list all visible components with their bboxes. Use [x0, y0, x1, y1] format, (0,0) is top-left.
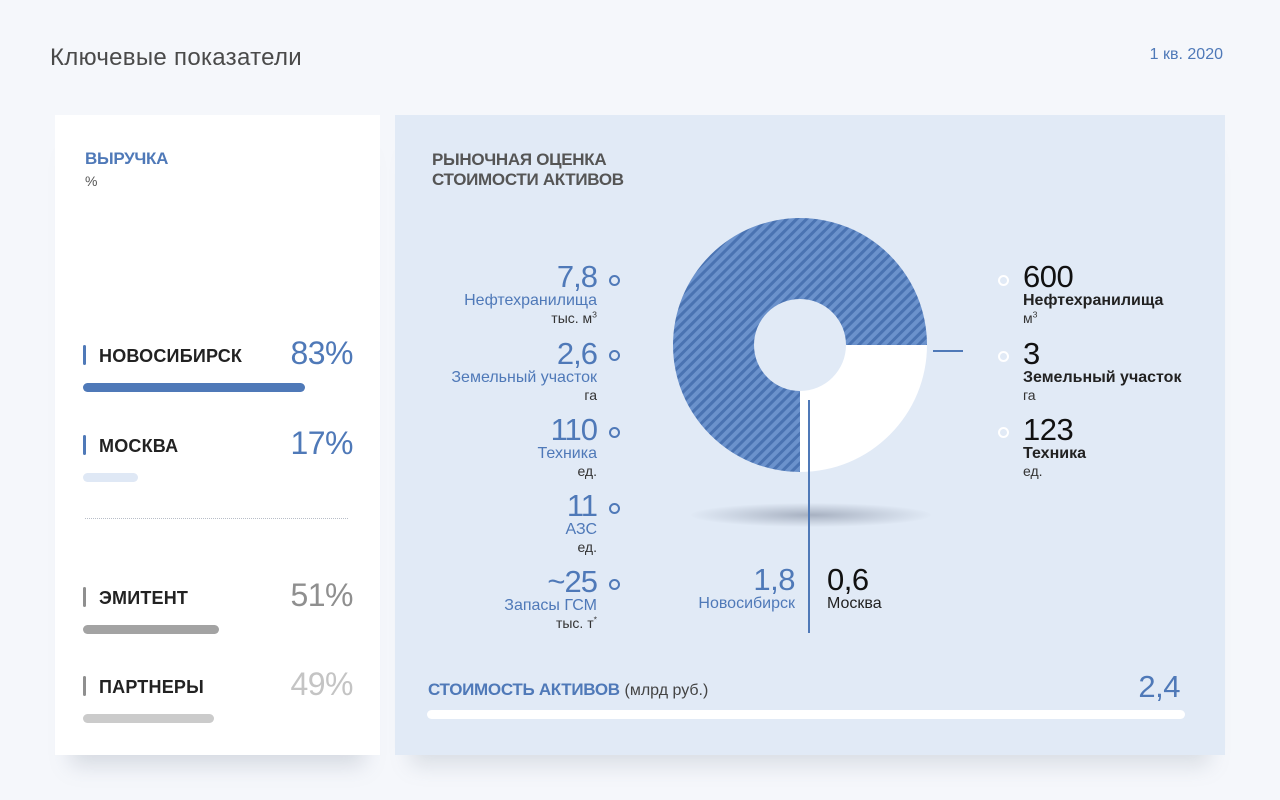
bullet-dot: [998, 351, 1009, 362]
market-title-line2: СТОИМОСТИ АКТИВОВ: [432, 170, 624, 189]
total-bar: [427, 710, 1185, 719]
left-item-gas-stations: 11 АЗС ед.: [395, 488, 598, 556]
item-unit: ед.: [1023, 463, 1043, 479]
revenue-row-issuer: ЭМИТЕНТ 51%: [83, 577, 353, 637]
city-name: Новосибирск: [698, 595, 795, 612]
bullet-dot: [609, 579, 620, 590]
total-title: СТОИМОСТЬ АКТИВОВ: [428, 680, 620, 699]
market-card: РЫНОЧНАЯ ОЦЕНКА СТОИМОСТИ АКТИВОВ 7,8 Не…: [395, 115, 1225, 755]
city-value: 1,8: [753, 562, 795, 597]
item-value: ~25: [547, 564, 598, 599]
total-unit: (млрд руб.): [624, 682, 709, 699]
total-value: 2,4: [1138, 669, 1180, 704]
divider: [85, 518, 348, 519]
item-unit: ед.: [577, 463, 597, 479]
left-item-fuel-reserves: ~25 Запасы ГСМ тыс. т*: [395, 564, 598, 632]
slice-novosibirsk: [673, 218, 927, 472]
total-label: СТОИМОСТЬ АКТИВОВ (млрд руб.): [428, 680, 708, 700]
item-value: 123: [1023, 412, 1074, 447]
city-value: 0,6: [827, 562, 869, 597]
item-value: 110: [550, 412, 598, 447]
market-title-line1: РЫНОЧНАЯ ОЦЕНКА: [432, 150, 607, 169]
city-novosibirsk: 1,8 Новосибирск: [680, 562, 795, 613]
bullet-dot: [609, 427, 620, 438]
revenue-bar: [83, 625, 220, 634]
city-name: Москва: [827, 595, 882, 612]
item-name: Земельный участок: [451, 369, 597, 386]
chart-shadow: [691, 503, 931, 527]
item-value: 3: [1023, 336, 1040, 371]
revenue-bar: [83, 473, 138, 482]
item-name: Запасы ГСМ: [504, 597, 597, 614]
item-name: Земельный участок: [1023, 369, 1182, 386]
revenue-row-label: МОСКВА: [99, 436, 179, 456]
item-name: Техника: [537, 445, 597, 462]
item-name: Нефтехранилища: [464, 292, 597, 309]
right-item-land: 3 Земельный участок га: [1023, 336, 1182, 404]
revenue-row-partners: ПАРТНЕРЫ 49%: [83, 666, 353, 726]
revenue-row-moscow: МОСКВА 17%: [83, 425, 353, 485]
row-marker: [83, 587, 86, 607]
item-name: АЗС: [565, 521, 597, 538]
revenue-bar: [83, 714, 214, 723]
item-unit: тыс. м3: [551, 309, 597, 326]
left-item-machinery: 110 Техника ед.: [395, 412, 598, 480]
callout-line-vertical: [808, 400, 810, 633]
city-moscow: 0,6 Москва: [827, 562, 882, 613]
right-item-machinery: 123 Техника ед.: [1023, 412, 1086, 480]
row-marker: [83, 345, 86, 365]
revenue-row-percent: 83%: [290, 335, 353, 371]
revenue-row-percent: 17%: [290, 425, 353, 461]
item-unit: тыс. т*: [555, 614, 597, 631]
market-title: РЫНОЧНАЯ ОЦЕНКА СТОИМОСТИ АКТИВОВ: [432, 150, 624, 190]
item-name: Нефтехранилища: [1023, 292, 1164, 309]
period-label: 1 кв. 2020: [1149, 46, 1223, 63]
item-value: 7,8: [556, 259, 598, 294]
page-title: Ключевые показатели: [50, 44, 302, 71]
assets-donut-chart: [673, 218, 927, 472]
left-item-oil-storage: 7,8 Нефтехранилища тыс. м3: [395, 259, 598, 327]
bullet-dot: [609, 503, 620, 514]
left-item-land: 2,6 Земельный участок га: [395, 336, 598, 404]
callout-line-horizontal: [933, 350, 963, 352]
revenue-row-percent: 49%: [290, 666, 353, 702]
revenue-row-percent: 51%: [290, 577, 353, 613]
item-unit: ед.: [577, 539, 597, 555]
bullet-dot: [609, 275, 620, 286]
row-marker: [83, 435, 86, 455]
bullet-dot: [998, 427, 1009, 438]
bullet-dot: [609, 350, 620, 361]
revenue-unit: %: [85, 173, 98, 189]
item-unit: м3: [1023, 309, 1038, 326]
item-unit: га: [1023, 387, 1036, 403]
slice-moscow: [800, 345, 927, 472]
item-value: 11: [566, 488, 598, 523]
revenue-row-label: НОВОСИБИРСК: [99, 346, 243, 366]
revenue-row-label: ЭМИТЕНТ: [99, 588, 189, 608]
revenue-title: ВЫРУЧКА: [85, 149, 169, 168]
revenue-row-novosibirsk: НОВОСИБИРСК 83%: [83, 335, 353, 395]
revenue-row-label: ПАРТНЕРЫ: [99, 677, 204, 697]
revenue-card: ВЫРУЧКА % НОВОСИБИРСК 83% МОСКВА 17% ЭМИ…: [55, 115, 380, 755]
item-value: 600: [1023, 259, 1074, 294]
item-name: Техника: [1023, 445, 1086, 462]
right-item-oil-storage: 600 Нефтехранилища м3: [1023, 259, 1164, 327]
revenue-bar: [83, 383, 305, 392]
item-value: 2,6: [556, 336, 598, 371]
bullet-dot: [998, 275, 1009, 286]
row-marker: [83, 676, 86, 696]
item-unit: га: [584, 387, 597, 403]
